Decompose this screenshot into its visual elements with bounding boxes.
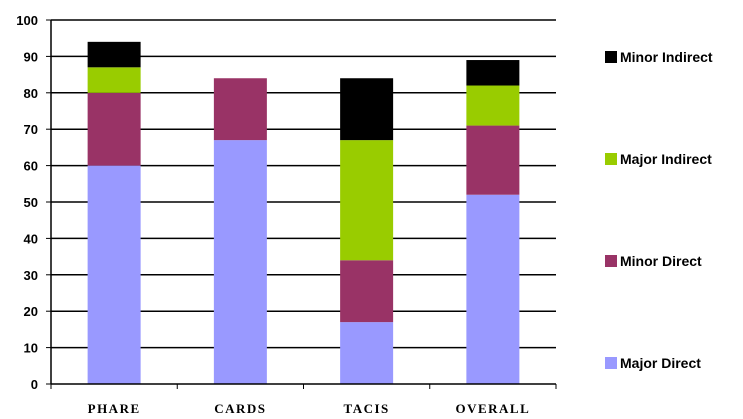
y-tick-label: 50 xyxy=(24,195,38,210)
legend-swatch xyxy=(605,153,617,165)
legend-label: Minor Indirect xyxy=(620,49,713,65)
bar-segment xyxy=(340,322,394,384)
legend-label: Major Direct xyxy=(620,355,701,371)
bar-segment xyxy=(87,165,141,384)
y-tick-label: 70 xyxy=(24,122,38,137)
y-tick-label: 60 xyxy=(24,159,38,174)
bar-segment xyxy=(87,67,141,93)
bar-segment xyxy=(466,125,520,195)
y-axis-ticks: 0 10 20 30 40 50 60 70 80 90 100 xyxy=(16,13,51,392)
legend-label: Minor Direct xyxy=(620,253,702,269)
legend-swatch xyxy=(605,357,617,369)
bar-segment xyxy=(466,85,520,126)
x-tick-label: TACIS xyxy=(343,401,389,416)
y-tick-label: 30 xyxy=(24,268,38,283)
x-axis-labels: PHARE CARDS TACIS OVERALL xyxy=(88,401,530,416)
y-tick-label: 90 xyxy=(24,49,38,64)
y-tick-label: 100 xyxy=(16,13,38,28)
legend-swatch xyxy=(605,51,617,63)
bar-segment xyxy=(87,41,141,68)
y-tick-label: 40 xyxy=(24,231,38,246)
bar-segment xyxy=(340,78,394,141)
bar-segment xyxy=(87,92,141,166)
bar-segment xyxy=(213,78,267,141)
bar-segment xyxy=(466,60,520,86)
y-tick-label: 10 xyxy=(24,341,38,356)
bar-segment xyxy=(340,140,394,261)
bars xyxy=(87,41,520,384)
y-tick-label: 80 xyxy=(24,86,38,101)
bar-segment xyxy=(213,140,267,384)
legend-swatch xyxy=(605,255,617,267)
bar-segment xyxy=(466,194,520,384)
y-tick-label: 20 xyxy=(24,304,38,319)
y-tick-label: 0 xyxy=(31,377,38,392)
legend-label: Major Indirect xyxy=(620,151,712,167)
x-tick-label: PHARE xyxy=(88,401,141,416)
x-tick-label: OVERALL xyxy=(455,401,530,416)
bar-segment xyxy=(340,260,394,323)
x-tick-label: CARDS xyxy=(214,401,266,416)
legend: Minor Indirect Major Indirect Minor Direct… xyxy=(605,49,713,371)
